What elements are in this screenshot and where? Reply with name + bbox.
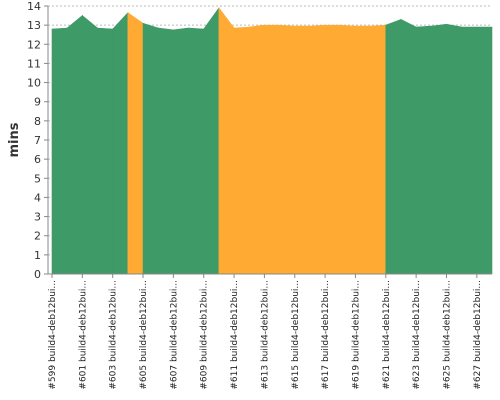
x-tick-labels: #599 build4-deb12bui... #601 build4-deb12… [48,274,483,390]
y-tick-label: 2 [34,230,41,243]
y-tick-label: 11 [27,57,41,70]
y-tick-label: 9 [34,96,41,109]
area-segment-success [112,11,129,275]
area-segment-unstable [309,24,326,275]
y-tick-label: 7 [34,134,41,147]
area-segment-success [203,6,220,275]
area-segment-success [431,23,447,275]
y-tick-label: 14 [27,0,41,13]
x-tick-label: #623 build4-deb12bui... [412,280,422,390]
area-segment-unstable [355,25,371,275]
y-tick-label: 5 [34,172,41,185]
y-tick-label: 4 [34,191,41,204]
x-tick-label: #611 build4-deb12bui... [230,280,240,390]
area-series [51,6,493,275]
area-segment-unstable [339,24,356,275]
area-segment-unstable [218,7,235,275]
area-segment-unstable [279,24,296,275]
x-tick-label: #603 build4-deb12bui... [109,280,119,390]
y-tick-label: 6 [34,153,41,166]
y-tick-label: 8 [34,115,41,128]
area-segment-unstable [264,24,280,275]
area-segment-unstable [294,25,311,275]
x-tick-label: #619 build4-deb12bui... [351,280,361,390]
area-segment-success [415,25,432,275]
y-tick-label: 10 [27,77,41,90]
area-segment-success [188,27,205,275]
y-tick-label: 1 [34,249,41,262]
area-segment-unstable [370,24,387,275]
area-segment-success [400,18,417,275]
y-tick-label: 13 [27,19,41,32]
area-segment-unstable [248,24,265,275]
x-tick-label: #605 build4-deb12bui... [139,280,149,390]
area-segment-unstable [233,26,250,275]
area-segment-success [66,14,83,275]
x-tick-label: #627 build4-deb12bui... [473,280,483,390]
x-tick-label: #615 build4-deb12bui... [291,280,301,390]
area-segment-success [82,14,98,275]
area-segment-success [461,26,478,275]
area-segment-success [476,26,493,275]
area-segment-success [97,27,113,275]
x-tick-label: #617 build4-deb12bui... [321,280,331,390]
x-tick-label: #599 build4-deb12bui... [48,280,58,390]
area-segment-success [51,27,68,275]
x-tick-label: #613 build4-deb12bui... [260,280,270,390]
y-tick-label: 3 [34,211,41,224]
area-segment-success [142,22,159,275]
y-tick-label: 12 [27,38,41,51]
area-segment-success [385,18,402,275]
area-segment-success [446,23,462,275]
x-tick-label: #609 build4-deb12bui... [200,280,210,390]
y-tick-label: 0 [34,268,41,281]
area-segment-unstable [324,24,341,275]
x-tick-label: #625 build4-deb12bui... [442,280,452,390]
area-segment-success [173,27,189,275]
area-segment-unstable [127,12,144,275]
x-tick-label: #607 build4-deb12bui... [169,280,179,390]
y-axis-label: mins [7,122,22,157]
x-tick-label: #621 build4-deb12bui... [382,280,392,390]
x-tick-label: #601 build4-deb12bui... [78,280,88,390]
area-segment-success [157,27,174,275]
